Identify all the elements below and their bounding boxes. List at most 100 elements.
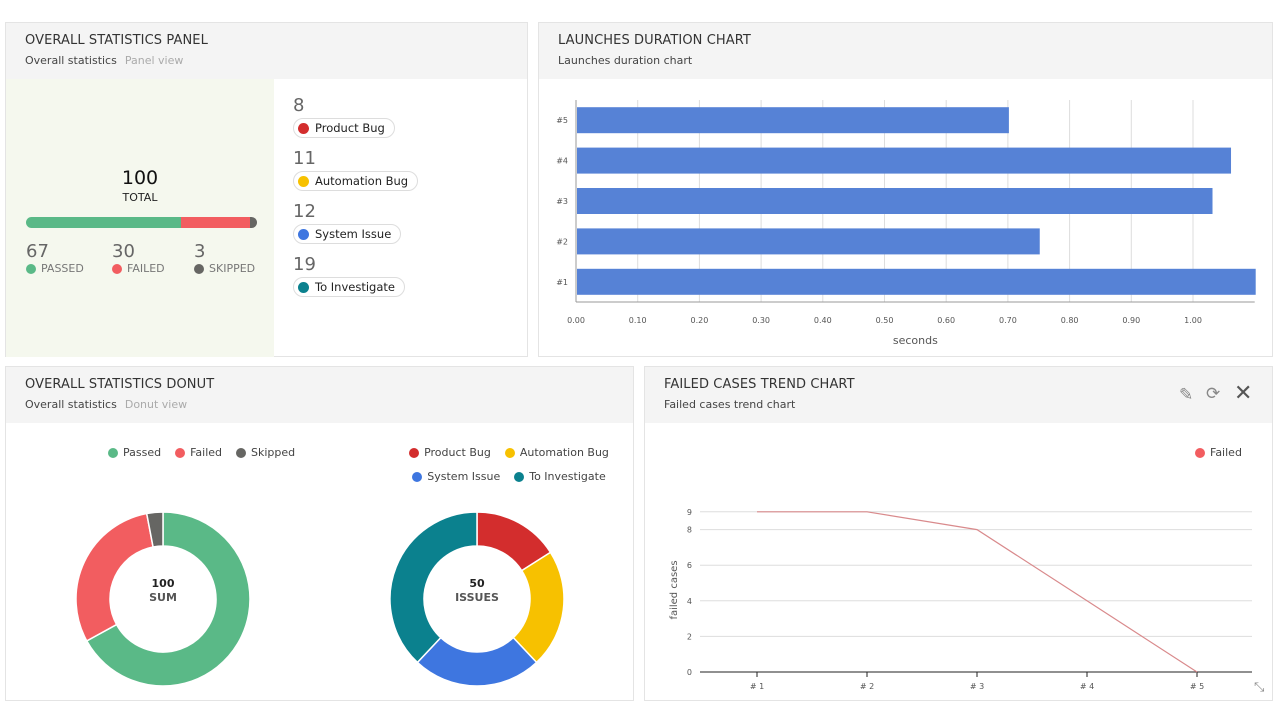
x-tick-label: 0.10 [629,316,647,325]
x-tick-label: # 1 [750,682,764,691]
refresh-icon[interactable]: ⟳ [1206,384,1221,404]
panel-title: FAILED CASES TREND CHART [664,377,855,392]
y-tick-label: #4 [556,157,568,166]
defect-dot-icon [298,228,309,240]
defect-type-badge[interactable]: Automation Bug [293,171,419,191]
failed-cases-trend-chart: 0 2 4 6 8 9 # 1 # 2 # 3 # 4 # 5 failed cases [669,508,1252,691]
donut-center-label: ISSUES [455,591,499,604]
x-tick-label: 0.70 [999,316,1017,325]
panel-title: OVERALL STATISTICS PANEL [25,33,208,48]
duration-bar [577,107,1009,134]
panel-subtitle: Overall statistics [25,398,117,411]
edit-icon[interactable]: ✎ [1179,385,1194,405]
y-axis-label: failed cases [669,560,680,619]
legend-item[interactable]: System Issue [412,470,500,483]
donut-slice [75,512,154,642]
y-tick-label: 2 [687,632,692,641]
legend-label: Automation Bug [519,446,609,459]
stat-value: 30 [112,241,135,262]
defect-item: 12 System Issue [293,201,418,254]
failed-series-line [757,511,1198,673]
defect-item: 19 To Investigate [293,254,418,307]
legend-label: Failed [1210,446,1242,459]
total-label: TOTAL [122,191,158,204]
legend-item[interactable]: Failed [1195,446,1242,459]
x-tick-label: # 5 [1190,682,1204,691]
status-dot-icon [26,263,36,274]
passed-segment [26,217,181,228]
legend-label: Product Bug [424,446,491,459]
legend-label: Skipped [251,446,296,459]
donut-slice [389,511,478,664]
failed-segment [180,217,251,228]
overall-statistics-panel: OVERALL STATISTICS PANEL Overall statist… [5,22,528,357]
defect-label: System Issue [315,227,392,241]
x-tick-label: 0.00 [567,316,585,325]
panel-view: Panel view [124,54,184,67]
legend-dot-icon [175,447,186,458]
y-tick-label: 8 [687,526,692,535]
resize-icon[interactable]: ⤡ [1254,680,1265,695]
legend-item[interactable]: Skipped [236,446,295,459]
defect-item: 11 Automation Bug [293,148,419,201]
defect-type-badge[interactable]: System Issue [293,224,402,244]
defect-dot-icon [298,122,309,134]
launch-status-donut [75,511,251,687]
stat-value: 3 [194,241,206,262]
defect-value: 11 [293,148,316,169]
donut-center-value: 100 [151,577,175,590]
defect-label: Product Bug [315,121,385,135]
defect-type-donut [389,511,565,687]
panel-header: FAILED CASES TREND CHART Failed cases tr… [645,367,1272,423]
x-tick-label: 0.80 [1061,316,1079,325]
total-value: 100 [121,167,159,189]
duration-bar [577,147,1232,174]
skipped-segment [250,217,257,228]
x-tick-label: 0.40 [814,316,832,325]
legend-dot-icon [1195,447,1205,458]
y-tick-label: #3 [556,197,568,206]
defect-type-badge[interactable]: To Investigate [293,277,405,297]
legend-item[interactable]: Failed [175,446,222,459]
panel-view: Donut view [124,398,188,411]
stat-value: 67 [26,241,49,262]
legend-label: To Investigate [529,470,606,483]
donut-slice [85,511,251,687]
y-tick-label: 6 [687,561,692,570]
legend-item[interactable]: To Investigate [514,470,606,483]
legend-label: Passed [123,446,162,459]
legend-item[interactable]: Passed [108,446,161,459]
y-tick-label: #1 [556,278,568,287]
y-tick-label: 9 [687,508,692,517]
x-tick-label: 1.00 [1184,316,1202,325]
defect-label: Automation Bug [315,174,409,188]
duration-bar [577,268,1256,295]
panel-header: OVERALL STATISTICS DONUT Overall statist… [6,367,633,423]
legend-item[interactable]: Product Bug [409,446,491,459]
stat-label: PASSED [41,262,84,275]
stat-failed: 30 FAILED [112,241,165,275]
launches-duration-chart: 0.00 0.10 0.20 0.30 0.40 0.50 0.60 0.70 0.80 0.90… [556,100,1256,347]
defect-type-badge[interactable]: Product Bug [293,118,395,138]
legend-dot-icon [504,447,515,458]
x-tick-label: 0.30 [752,316,770,325]
stat-label: SKIPPED [209,262,256,275]
defect-value: 12 [293,201,316,222]
legend-item[interactable]: Automation Bug [504,446,609,459]
legend-dot-icon [108,447,118,458]
panel-subtitle: Launches duration chart [558,54,693,67]
legend-dot-icon [236,447,247,458]
panel-header: LAUNCHES DURATION CHART Launches duratio… [539,23,1272,79]
close-icon[interactable]: ✕ [1234,381,1253,406]
panel-subtitle: Overall statistics [25,54,117,67]
defect-value: 19 [293,254,316,275]
x-axis-label: seconds [893,334,938,347]
defect-dot-icon [298,175,309,187]
defect-dot-icon [298,281,309,293]
donut-center-label: SUM [149,591,177,604]
defect-item: 8 Product Bug [293,95,418,148]
duration-bar [577,228,1040,255]
x-tick-label: # 4 [1080,682,1094,691]
legend-dot-icon [409,447,420,458]
y-tick-label: 4 [687,597,692,606]
